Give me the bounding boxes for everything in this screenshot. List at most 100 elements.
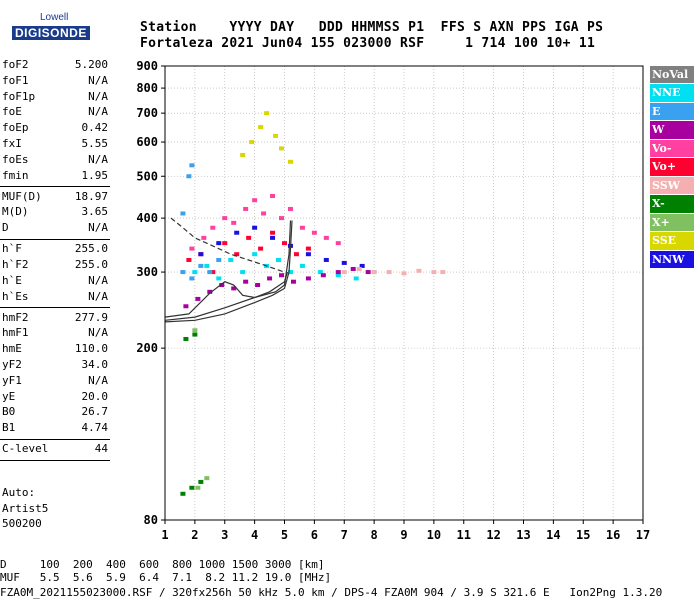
- echo-point: [270, 235, 276, 240]
- param-name: C-level: [2, 442, 49, 456]
- param-row: h`F2 255.0: [0, 258, 112, 274]
- x-axis-ticks: 1 2 3 4 5 6 7 8 9 10 11 12 13 14 15 16 17: [161, 520, 650, 542]
- param-name: M(D): [2, 205, 29, 219]
- x-tick-label: 4: [251, 528, 258, 542]
- param-row: C-level 44: [0, 442, 112, 458]
- param-separator: [0, 239, 110, 240]
- param-row: yE 20.0: [0, 390, 112, 406]
- profile-traces: [164, 217, 293, 323]
- echo-point: [195, 485, 201, 490]
- y-tick-label: 500: [136, 169, 158, 183]
- param-value: 18.97: [74, 189, 108, 203]
- echo-point: [323, 257, 329, 262]
- param-row: D N/A: [0, 221, 112, 237]
- profile-trace: [164, 220, 292, 321]
- param-name: hmF2: [2, 310, 29, 324]
- echo-point: [279, 146, 285, 151]
- header-labels: Station YYYY DAY DDD HHMMSS P1 FFS S AXN…: [140, 20, 604, 35]
- x-tick-label: 6: [311, 528, 318, 542]
- param-value: 110.0: [74, 342, 108, 356]
- echo-point: [350, 266, 356, 271]
- echo-point: [431, 270, 437, 275]
- echo-legend: NoVal NNE E W Vo- Vo+ SSW X- X+ SSE NNW: [650, 66, 694, 269]
- param-row: fmin 1.95: [0, 169, 112, 185]
- x-tick-label: 11: [457, 528, 471, 542]
- param-value: 20.0: [81, 389, 109, 403]
- echo-point: [386, 270, 392, 275]
- param-row: foEp 0.42: [0, 121, 112, 137]
- param-value: N/A: [88, 326, 108, 340]
- param-name: foE: [2, 105, 22, 119]
- y-tick-label: 400: [136, 211, 158, 225]
- echo-point: [335, 273, 341, 278]
- echo-point: [228, 257, 234, 262]
- echo-point: [317, 270, 323, 275]
- param-name: fmin: [2, 168, 29, 182]
- echo-point: [341, 260, 347, 265]
- legend-item: E: [650, 102, 694, 121]
- param-row: h`Es N/A: [0, 290, 112, 306]
- echo-point: [440, 270, 446, 275]
- echo-point: [311, 230, 317, 235]
- echo-point: [204, 476, 210, 481]
- echo-point: [183, 304, 189, 309]
- echo-point: [252, 252, 258, 257]
- echo-point: [290, 279, 296, 284]
- echo-point: [276, 257, 282, 262]
- param-value: N/A: [88, 273, 108, 287]
- param-name: foF2: [2, 58, 29, 71]
- y-tick-label: 300: [136, 265, 158, 279]
- echo-point: [305, 246, 311, 251]
- param-row: foEs N/A: [0, 153, 112, 169]
- y-tick-label: 600: [136, 135, 158, 149]
- legend-item: W: [650, 121, 694, 139]
- param-separator: [0, 186, 110, 188]
- echo-point: [216, 257, 222, 262]
- footer-file-info: FZA0M_2021155023000.RSF / 320fx256h 50 k…: [0, 586, 663, 599]
- echo-point: [293, 252, 299, 257]
- param-value: 1.95: [81, 168, 109, 182]
- echo-point: [341, 270, 347, 275]
- echo-point: [323, 235, 329, 240]
- param-name: h`E: [2, 273, 22, 287]
- footer-muf-row: MUF 5.5 5.6 5.9 6.4 7.1 8.2 11.2 19.0 [M…: [0, 571, 332, 584]
- echo-point: [219, 283, 225, 288]
- param-value: 0.42: [81, 121, 109, 135]
- param-name: foEp: [2, 121, 29, 135]
- param-value: 26.7: [81, 405, 109, 419]
- x-tick-label: 3: [221, 528, 228, 542]
- echo-point: [231, 286, 237, 291]
- param-name: h`F: [2, 242, 22, 256]
- param-value: N/A: [88, 89, 108, 103]
- echo-point: [180, 491, 186, 496]
- dashed-profile-trace: [170, 217, 285, 273]
- header-values: Fortaleza 2021 Jun04 155 023000 RSF 1 71…: [140, 36, 596, 51]
- echo-point: [365, 270, 371, 275]
- echo-point: [299, 225, 305, 230]
- x-tick-label: 12: [486, 528, 500, 542]
- echo-point: [359, 263, 365, 268]
- echo-point: [270, 194, 276, 199]
- y-axis-ticks: 80 200 300 400 500 600 700 800 900: [136, 59, 165, 527]
- param-name: hmF1: [2, 326, 29, 340]
- auto-line: Artist5: [2, 501, 49, 515]
- legend-item: SSW: [650, 176, 694, 195]
- echo-point: [189, 276, 195, 281]
- echo-point: [371, 270, 377, 275]
- profile-trace: [164, 220, 293, 323]
- echo-point: [186, 174, 192, 179]
- echo-point: [189, 163, 195, 168]
- echo-point: [180, 211, 186, 216]
- legend-item: NoVal: [650, 66, 694, 84]
- param-row: foF2 5.200: [0, 58, 112, 74]
- echo-point: [249, 140, 255, 145]
- param-value: N/A: [88, 373, 108, 387]
- x-tick-label: 7: [341, 528, 348, 542]
- param-row: yF1 N/A: [0, 374, 112, 390]
- param-name: yF1: [2, 373, 22, 387]
- param-row: h`F 255.0: [0, 242, 112, 258]
- auto-line: 500200: [2, 517, 42, 530]
- x-tick-label: 16: [606, 528, 620, 542]
- param-name: MUF(D): [2, 189, 42, 203]
- param-row: h`E N/A: [0, 274, 112, 290]
